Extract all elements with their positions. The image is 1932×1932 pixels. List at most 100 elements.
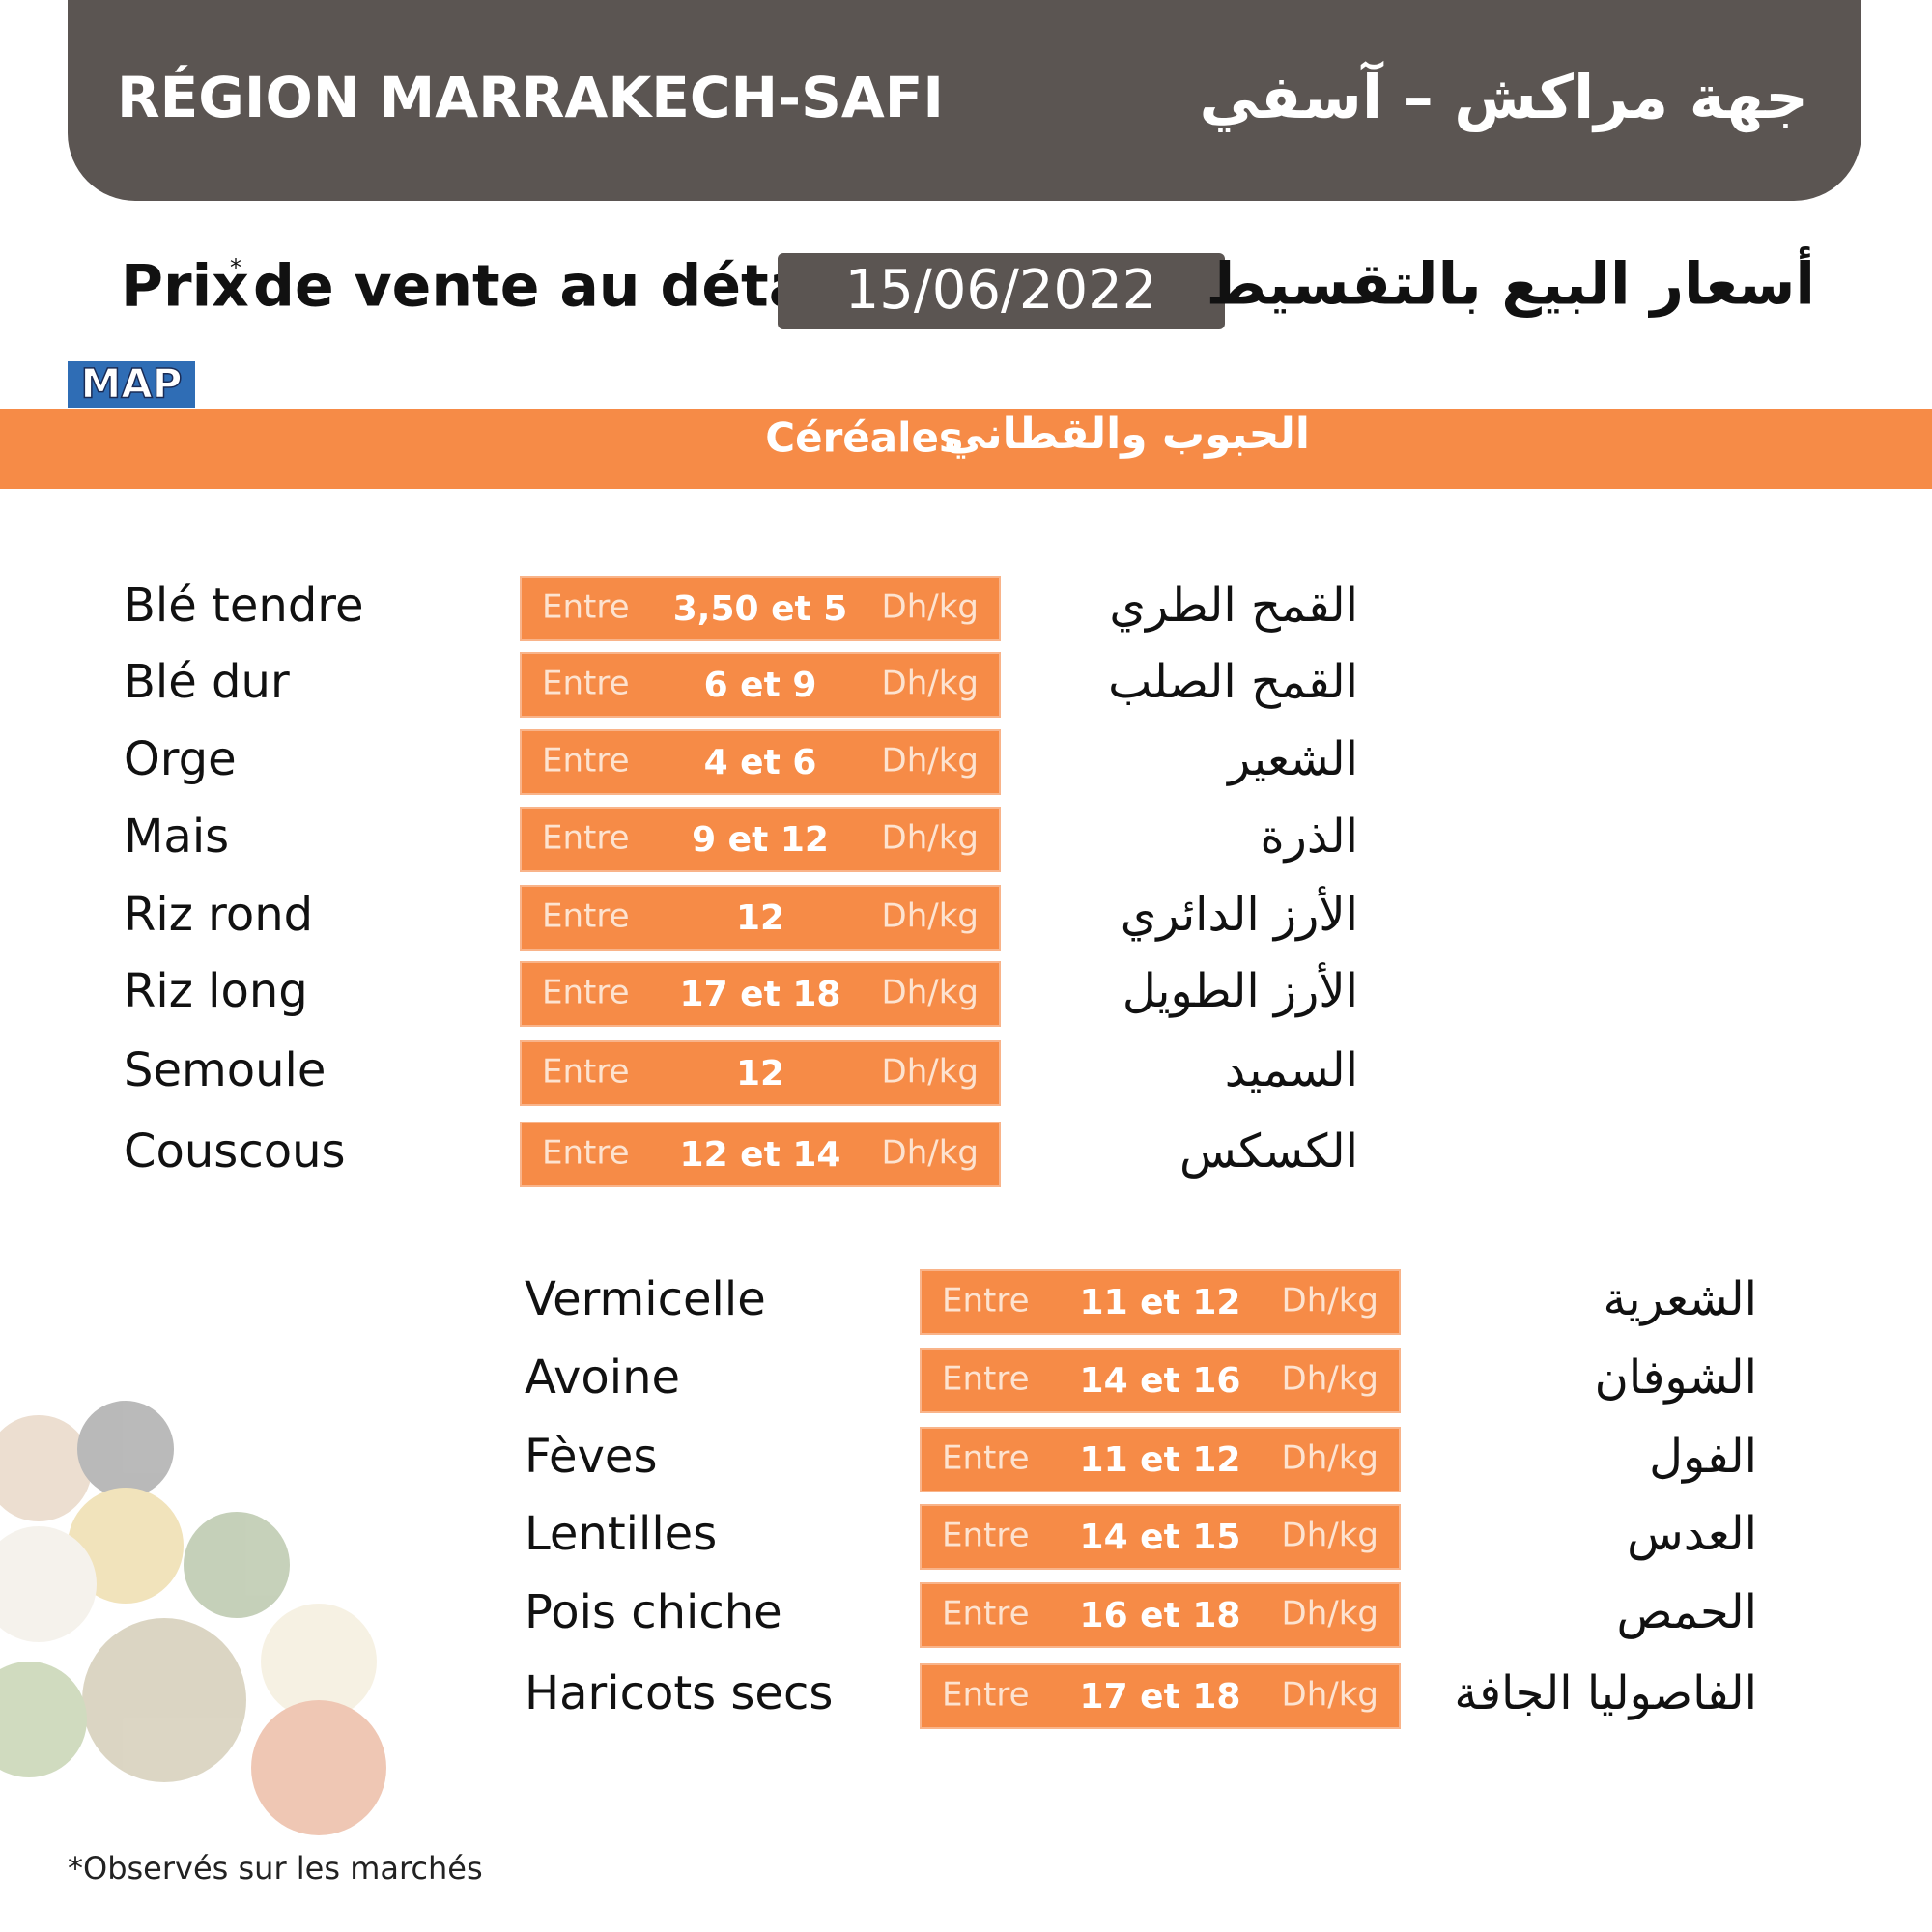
entre-label: Entre xyxy=(942,1282,1030,1321)
price-range: 11 et 12 xyxy=(1080,1283,1241,1322)
price-range: 11 et 12 xyxy=(1080,1440,1241,1480)
unit-label: Dh/kg xyxy=(882,1134,979,1173)
item-ar: الذرة xyxy=(1261,810,1358,864)
price-list: Blé tendre Entre 3,50 et 5 Dh/kg القمح الطري… xyxy=(124,576,1758,1729)
item-fr: Mais xyxy=(124,810,229,864)
date: 15/06/2022 xyxy=(845,259,1157,322)
item-fr: Pois chiche xyxy=(525,1585,782,1639)
item-ar: الفول xyxy=(1649,1430,1757,1484)
item-ar: القمح الصلب xyxy=(1108,655,1358,709)
entre-label: Entre xyxy=(942,1360,1030,1399)
item-fr: Fèves xyxy=(525,1430,657,1484)
section-fr: Céréales xyxy=(765,414,963,462)
date-box xyxy=(778,253,1225,329)
price-box xyxy=(920,1504,1401,1570)
footnote: *Observés sur les marchés xyxy=(68,1850,483,1887)
item-ar: السميد xyxy=(1225,1043,1358,1097)
logo: MAP xyxy=(80,360,182,408)
entre-label: Entre xyxy=(542,742,630,781)
price-box xyxy=(520,807,1001,872)
unit-label: Dh/kg xyxy=(1282,1595,1378,1634)
item-ar: الأرز الطويل xyxy=(1122,961,1358,1018)
item-fr: Blé dur xyxy=(124,655,290,709)
price-range: 4 et 6 xyxy=(704,743,817,782)
unit-label: Dh/kg xyxy=(882,588,979,627)
item-ar: القمح الطري xyxy=(1109,579,1358,633)
item-fr: Blé tendre xyxy=(124,579,364,633)
subtitle-ar: أسعار البيع بالتقسيط xyxy=(1207,246,1815,319)
unit-label: Dh/kg xyxy=(882,974,979,1012)
unit-label: Dh/kg xyxy=(1282,1676,1378,1715)
item-fr: Vermicelle xyxy=(525,1272,766,1326)
price-range: 12 xyxy=(736,1054,784,1094)
price-box xyxy=(520,1040,1001,1106)
entre-label: Entre xyxy=(542,897,630,936)
price-range: 6 et 9 xyxy=(704,666,817,705)
asterisk: * xyxy=(230,254,242,281)
price-range: 3,50 et 5 xyxy=(673,589,848,629)
price-box xyxy=(520,885,1001,951)
unit-label: Dh/kg xyxy=(1282,1282,1378,1321)
price-range: 17 et 18 xyxy=(1080,1677,1241,1717)
unit-label: Dh/kg xyxy=(882,1053,979,1092)
unit-label: Dh/kg xyxy=(1282,1439,1378,1478)
price-box xyxy=(920,1269,1401,1335)
entre-label: Entre xyxy=(942,1595,1030,1634)
region-fr: RÉGION MARRAKECH-SAFI xyxy=(117,64,944,130)
unit-label: Dh/kg xyxy=(882,742,979,781)
entre-label: Entre xyxy=(542,819,630,858)
item-fr: Semoule xyxy=(124,1043,326,1097)
item-ar: الأرز الدائري xyxy=(1121,885,1358,942)
entre-label: Entre xyxy=(942,1517,1030,1555)
section-band xyxy=(0,409,1932,489)
header-bar xyxy=(68,0,1861,201)
price-box xyxy=(920,1427,1401,1492)
price-range: 14 et 15 xyxy=(1080,1518,1241,1557)
item-ar: الشعرية xyxy=(1603,1272,1757,1326)
item-fr: Riz rond xyxy=(124,888,313,942)
item-fr: Avoine xyxy=(525,1350,680,1405)
price-box xyxy=(520,729,1001,795)
price-box xyxy=(920,1582,1401,1648)
unit-label: Dh/kg xyxy=(882,819,979,858)
entre-label: Entre xyxy=(542,1134,630,1173)
price-range: 16 et 18 xyxy=(1080,1596,1241,1635)
price-range: 9 et 12 xyxy=(692,820,829,860)
item-fr: Haricots secs xyxy=(525,1666,833,1720)
entre-label: Entre xyxy=(942,1676,1030,1715)
item-ar: الفاصوليا الجافة xyxy=(1454,1666,1757,1720)
section-ar: الحبوب والقطاني xyxy=(944,410,1310,459)
entre-label: Entre xyxy=(542,1053,630,1092)
item-ar: الشعير xyxy=(1226,732,1358,786)
item-ar: الحمص xyxy=(1617,1585,1758,1639)
unit-label: Dh/kg xyxy=(1282,1517,1378,1555)
region-ar: جهة مراكش – آسفي xyxy=(1200,60,1808,132)
entre-label: Entre xyxy=(542,665,630,703)
item-fr: Orge xyxy=(124,732,237,786)
item-fr: Lentilles xyxy=(525,1507,717,1561)
subtitle-fr: Prix xyxy=(121,253,249,321)
price-box xyxy=(920,1348,1401,1413)
price-box xyxy=(520,961,1001,1027)
entre-label: Entre xyxy=(942,1439,1030,1478)
grains-image xyxy=(0,1401,386,1835)
price-box xyxy=(920,1663,1401,1729)
price-box xyxy=(520,1122,1001,1187)
item-ar: الشوفان xyxy=(1595,1350,1757,1405)
unit-label: Dh/kg xyxy=(1282,1360,1378,1399)
entre-label: Entre xyxy=(542,974,630,1012)
price-range: 12 xyxy=(736,898,784,938)
price-range: 14 et 16 xyxy=(1080,1361,1241,1401)
item-ar: العدس xyxy=(1627,1507,1757,1561)
price-range: 12 et 14 xyxy=(680,1135,841,1175)
item-fr: Riz long xyxy=(124,964,308,1018)
subtitle-fr-rest: de vente au détail xyxy=(253,253,847,321)
entre-label: Entre xyxy=(542,588,630,627)
price-box xyxy=(520,576,1001,641)
logo-box xyxy=(68,361,195,408)
item-ar: الكسكس xyxy=(1179,1124,1358,1179)
item-fr: Couscous xyxy=(124,1124,346,1179)
price-range: 17 et 18 xyxy=(680,975,841,1014)
